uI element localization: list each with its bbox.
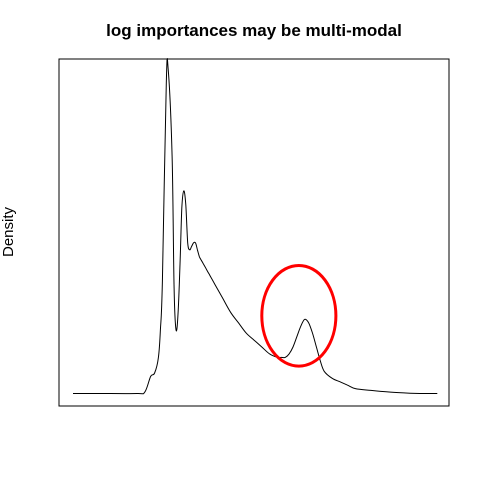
chart-title: log importances may be multi-modal bbox=[106, 21, 402, 40]
plot-marks bbox=[73, 58, 438, 395]
density-curve-line bbox=[73, 58, 438, 395]
y-axis-label: Density bbox=[0, 206, 17, 257]
highlight-ellipse bbox=[260, 263, 338, 368]
plot-frame bbox=[58, 58, 450, 407]
